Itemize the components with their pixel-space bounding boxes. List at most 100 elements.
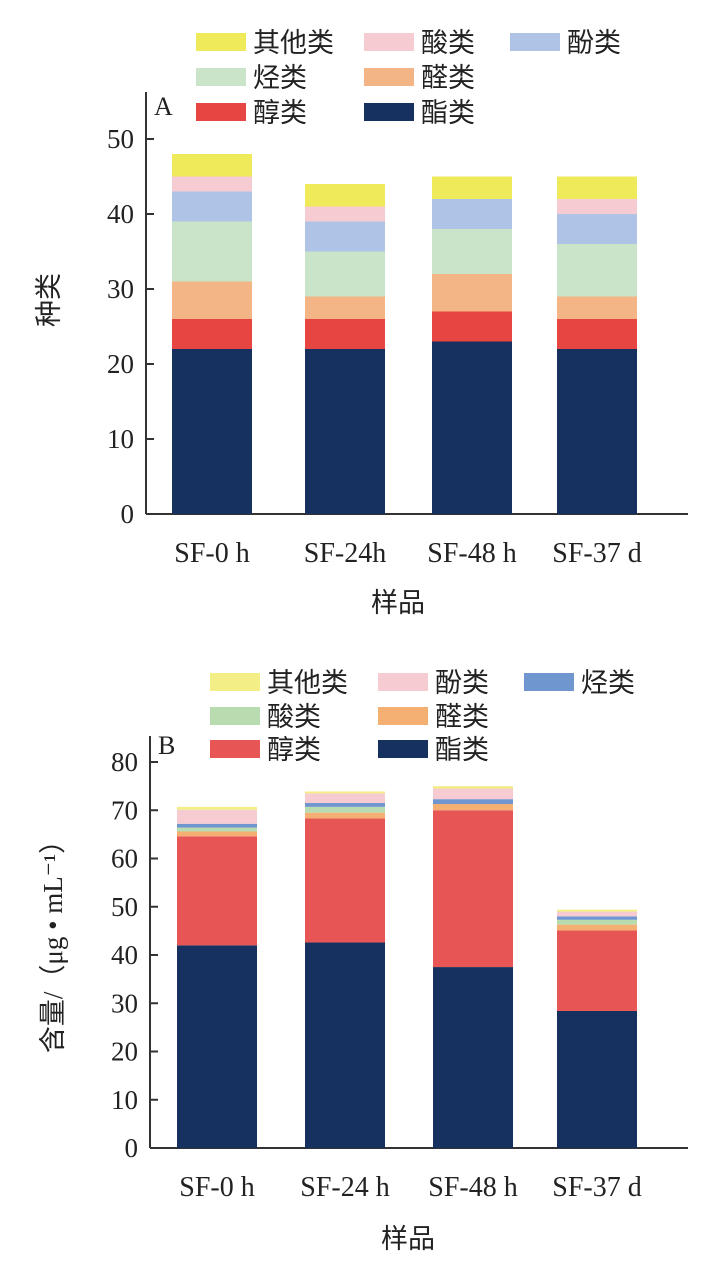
bar-segment-sf-48h-2 <box>433 810 513 968</box>
legend-swatch-7 <box>378 740 428 758</box>
x-tick-label: SF-0 h <box>174 538 249 569</box>
bar-segment-sf-0h-1 <box>177 945 257 1148</box>
bar-segment-sf-0h-2 <box>172 319 252 349</box>
bar-segment-sf-37d-7 <box>557 909 637 912</box>
y-axis-title: 种类 <box>34 273 64 327</box>
bar-segment-sf-37d-1 <box>557 349 637 514</box>
bar-segment-sf-24h-6 <box>305 206 385 222</box>
bar-segment-sf-24h-3 <box>305 296 385 319</box>
bar-segment-sf-24h-5 <box>305 221 385 252</box>
bar-segment-sf-37d-6 <box>557 199 637 214</box>
legend-swatch-2 <box>364 33 414 51</box>
legend-label: 醇类 <box>267 735 321 765</box>
bar-segment-sf-0h-6 <box>172 176 252 192</box>
x-tick-label: SF-0 h <box>179 1172 254 1203</box>
bar-segment-sf-0h-6 <box>177 809 257 824</box>
bar-segment-sf-0h-5 <box>177 823 257 828</box>
y-tick-label: 20 <box>107 349 134 379</box>
legend-swatch-5 <box>364 68 414 86</box>
x-tick-label: SF-48 h <box>427 538 516 569</box>
y-tick-label: 10 <box>111 1085 138 1115</box>
bar-segment-sf-37d-3 <box>557 296 637 319</box>
bar-segment-sf-48h-7 <box>432 176 512 199</box>
legend-label: 酯类 <box>435 735 489 765</box>
legend-label: 烃类 <box>581 668 635 698</box>
bar-segment-sf-24h-3 <box>305 812 385 819</box>
legend-label: 酸类 <box>267 702 321 732</box>
bar-segment-sf-37d-5 <box>557 214 637 244</box>
chart-panel-b: 其他类 酚类 烃类 酸类 醛类 醇类 酯类 B 0 10 20 30 40 50 60 70 80 含量/（μg … <box>0 640 721 1266</box>
y-tick-label: 0 <box>121 499 135 529</box>
x-tick-label: SF-37 d <box>552 1172 641 1203</box>
x-tick-label: SF-37 d <box>552 538 641 569</box>
legend-swatch-6 <box>196 103 246 121</box>
bar-segment-sf-0h-7 <box>172 154 252 177</box>
legend-label: 酯类 <box>421 98 475 128</box>
legend-swatch-3 <box>510 33 560 51</box>
chart-panel-a: 其他类 酸类 酚类 烃类 醛类 醇类 酯类 A 0 10 20 30 40 50 种类 SF-0 h SF-24… <box>0 0 721 630</box>
legend-swatch-5 <box>378 707 428 725</box>
bar-segment-sf-48h-7 <box>433 786 513 789</box>
bar-segment-sf-37d-6 <box>557 911 637 917</box>
bar-segment-sf-48h-3 <box>433 803 513 811</box>
bar-segment-sf-24h-4 <box>305 251 385 297</box>
bar-segment-sf-48h-4 <box>432 229 512 274</box>
bar-segment-sf-0h-3 <box>177 831 257 837</box>
bar-segment-sf-0h-7 <box>177 806 257 810</box>
legend-label: 醛类 <box>421 63 475 93</box>
bar-segment-sf-0h-4 <box>172 221 252 282</box>
legend-label: 醛类 <box>435 702 489 732</box>
bar-segment-sf-48h-3 <box>432 274 512 312</box>
bar-segment-sf-0h-5 <box>172 191 252 222</box>
bar-segment-sf-24h-1 <box>305 349 385 514</box>
bar-segment-sf-48h-1 <box>433 967 513 1148</box>
legend-swatch-3 <box>524 673 574 691</box>
legend-label: 酚类 <box>567 28 621 58</box>
y-tick-label: 30 <box>111 988 138 1018</box>
bar-segment-sf-37d-7 <box>557 176 637 199</box>
y-tick-label: 50 <box>111 892 138 922</box>
bar-segment-sf-48h-2 <box>432 311 512 342</box>
bar-segment-sf-37d-2 <box>557 930 637 1011</box>
bar-segment-sf-0h-1 <box>172 349 252 514</box>
legend-label: 其他类 <box>253 28 334 58</box>
bar-segment-sf-24h-7 <box>305 184 385 207</box>
y-tick-label: 10 <box>107 424 134 454</box>
bar-segment-sf-24h-1 <box>305 942 385 1148</box>
x-tick-label: SF-24 h <box>300 1172 389 1203</box>
y-tick-label: 40 <box>111 940 138 970</box>
y-tick-label: 30 <box>107 274 134 304</box>
legend-swatch-6 <box>210 740 260 758</box>
bar-segment-sf-48h-5 <box>433 799 513 804</box>
x-axis-title: 样品 <box>381 1224 435 1254</box>
bar-segment-sf-0h-2 <box>177 836 257 946</box>
legend-label: 烃类 <box>253 63 307 93</box>
y-tick-label: 0 <box>125 1133 139 1163</box>
bar-segment-sf-37d-3 <box>557 924 637 931</box>
legend-swatch-4 <box>210 707 260 725</box>
bar-segment-sf-24h-5 <box>305 803 385 807</box>
legend-label: 其他类 <box>267 668 348 698</box>
legend-swatch-7 <box>364 103 414 121</box>
legend-label: 酚类 <box>435 668 489 698</box>
bar-segment-sf-24h-4 <box>305 806 385 813</box>
bar-segment-sf-48h-1 <box>432 341 512 514</box>
bar-segment-sf-37d-4 <box>557 919 637 925</box>
bar-segment-sf-24h-2 <box>305 319 385 349</box>
y-tick-label: 60 <box>111 844 138 874</box>
y-tick-label: 70 <box>111 795 138 825</box>
legend-label: 醇类 <box>253 98 307 128</box>
bar-segment-sf-37d-1 <box>557 1010 637 1148</box>
x-tick-label: SF-48 h <box>428 1172 517 1203</box>
x-tick-label: SF-24h <box>304 538 386 569</box>
y-tick-label: 80 <box>111 747 138 777</box>
bar-segment-sf-48h-6 <box>433 788 513 800</box>
legend-swatch-4 <box>196 68 246 86</box>
x-axis-title: 样品 <box>371 588 425 618</box>
legend-swatch-1 <box>210 673 260 691</box>
y-tick-label: 50 <box>107 124 134 154</box>
bar-segment-sf-0h-3 <box>172 281 252 319</box>
bar-segment-sf-24h-6 <box>305 793 385 804</box>
